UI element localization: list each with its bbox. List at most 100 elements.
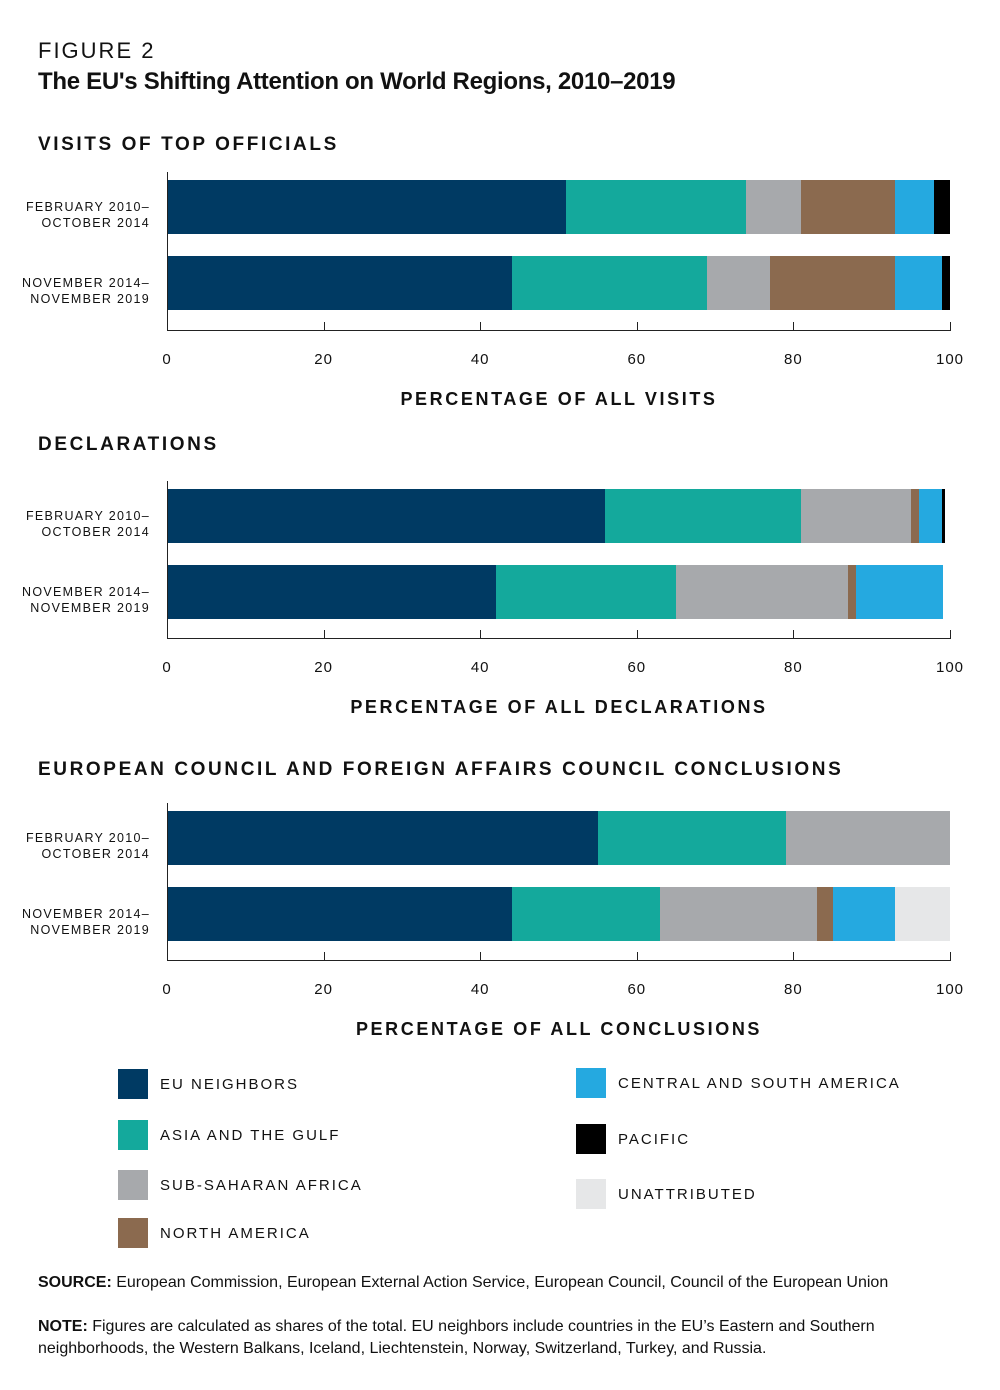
row-label-line: OCTOBER 2014 — [41, 525, 150, 539]
x-tick — [636, 952, 638, 960]
x-tick-label: 100 — [935, 351, 965, 368]
legend-item: EU NEIGHBORS — [118, 1069, 299, 1099]
row-label: NOVEMBER 2014– NOVEMBER 2019 — [0, 584, 150, 616]
row-label-line: OCTOBER 2014 — [41, 216, 150, 230]
legend-swatch — [118, 1120, 148, 1150]
x-tick-label: 0 — [162, 981, 172, 998]
bar-segment-central-and-south-america — [856, 565, 943, 619]
bar-segment-asia-and-the-gulf — [566, 180, 747, 234]
stacked-bar — [167, 887, 951, 941]
legend-item: SUB-SAHARAN AFRICA — [118, 1170, 363, 1200]
bar-segment-north-america — [848, 565, 857, 619]
bar-segment-asia-and-the-gulf — [495, 565, 677, 619]
x-tick — [480, 630, 482, 638]
x-axis-line — [167, 330, 951, 331]
x-axis-label: PERCENTAGE OF ALL CONCLUSIONS — [355, 1019, 763, 1039]
stacked-bar — [167, 180, 951, 234]
bar-segment-unattributed — [895, 887, 951, 941]
x-tick-label: 100 — [935, 981, 965, 998]
x-tick-label: 0 — [162, 659, 172, 676]
x-axis-label: PERCENTAGE OF ALL VISITS — [400, 389, 718, 409]
legend-label: EU NEIGHBORS — [160, 1075, 300, 1093]
x-tick — [323, 322, 325, 330]
row-label-line: NOVEMBER 2014– — [22, 907, 150, 921]
source-label: SOURCE: — [38, 1274, 112, 1291]
bar-segment-asia-and-the-gulf — [605, 489, 802, 543]
bar-segment-pacific — [942, 489, 945, 543]
source: SOURCE: European Commission, European Ex… — [38, 1272, 958, 1294]
x-tick — [167, 630, 168, 638]
row-label-line: NOVEMBER 2019 — [30, 923, 150, 937]
source-text: European Commission, European External A… — [111, 1274, 889, 1291]
x-tick-label: 60 — [627, 351, 647, 368]
x-tick-label: 80 — [784, 659, 803, 676]
stacked-bar — [167, 256, 951, 310]
bar-segment-pacific — [942, 256, 951, 310]
bar-segment-eu-neighbors — [167, 256, 513, 310]
x-tick — [950, 322, 951, 330]
row-label-line: FEBRUARY 2010– — [25, 200, 150, 214]
row-label: FEBRUARY 2010– OCTOBER 2014 — [0, 508, 150, 540]
x-axis-line — [167, 638, 951, 639]
legend-item: PACIFIC — [576, 1124, 690, 1154]
legend-item: ASIA AND THE GULF — [118, 1120, 340, 1150]
bar-segment-central-and-south-america — [918, 489, 943, 543]
legend-item: NORTH AMERICA — [118, 1218, 311, 1248]
x-tick-label: 20 — [314, 659, 333, 676]
legend-label: NORTH AMERICA — [160, 1224, 311, 1242]
legend-label: SUB-SAHARAN AFRICA — [160, 1176, 363, 1194]
legend-swatch — [118, 1218, 148, 1248]
legend-swatch — [576, 1179, 606, 1209]
stacked-bar — [167, 489, 950, 543]
legend-item: CENTRAL AND SOUTH AMERICA — [576, 1068, 901, 1098]
bar-segment-asia-and-the-gulf — [511, 256, 708, 310]
stacked-bar — [167, 565, 950, 619]
x-tick-label: 80 — [784, 981, 803, 998]
x-tick — [793, 630, 795, 638]
bar-segment-pacific — [934, 180, 951, 234]
x-tick-label: 80 — [784, 351, 803, 368]
x-axis-label: PERCENTAGE OF ALL DECLARATIONS — [350, 697, 768, 717]
row-label-line: NOVEMBER 2014– — [22, 585, 150, 599]
bar-segment-north-america — [910, 489, 920, 543]
row-label: FEBRUARY 2010– OCTOBER 2014 — [0, 199, 150, 231]
bar-segment-sub-saharan-africa — [746, 180, 802, 234]
x-tick-label: 100 — [935, 659, 965, 676]
x-tick — [167, 322, 168, 330]
bar-segment-north-america — [816, 887, 834, 941]
bar-segment-central-and-south-america — [895, 180, 935, 234]
x-tick-label: 40 — [470, 659, 490, 676]
legend-label: UNATTRIBUTED — [618, 1185, 757, 1203]
row-label-line: NOVEMBER 2019 — [30, 292, 150, 306]
x-tick-label: 40 — [470, 351, 490, 368]
x-tick — [793, 322, 795, 330]
chart-title: VISITS OF TOP OFFICIALS — [38, 134, 339, 155]
bar-segment-north-america — [769, 256, 896, 310]
bar-segment-central-and-south-america — [895, 256, 943, 310]
x-tick — [950, 630, 951, 638]
bar-segment-eu-neighbors — [167, 180, 567, 234]
figure-title: The EU's Shifting Attention on World Reg… — [38, 68, 676, 95]
x-tick-label: 60 — [627, 659, 647, 676]
bar-segment-sub-saharan-africa — [675, 565, 849, 619]
legend-swatch — [118, 1069, 148, 1099]
row-label-line: FEBRUARY 2010– — [25, 831, 150, 845]
chart-title: EUROPEAN COUNCIL AND FOREIGN AFFAIRS COU… — [38, 759, 844, 780]
note: NOTE: Figures are calculated as shares o… — [38, 1316, 958, 1360]
legend-swatch — [576, 1068, 606, 1098]
bar-segment-sub-saharan-africa — [707, 256, 771, 310]
bar-segment-eu-neighbors — [167, 811, 599, 865]
stacked-bar — [167, 811, 951, 865]
x-tick — [950, 952, 951, 960]
bar-segment-eu-neighbors — [167, 565, 497, 619]
x-tick-label: 20 — [314, 351, 333, 368]
legend-swatch — [576, 1124, 606, 1154]
y-axis-line — [167, 481, 168, 638]
row-label-line: NOVEMBER 2019 — [30, 601, 150, 615]
bar-segment-asia-and-the-gulf — [511, 887, 661, 941]
x-tick — [636, 322, 638, 330]
x-axis-line — [167, 960, 951, 961]
y-axis-line — [167, 803, 168, 960]
x-tick-label: 0 — [162, 351, 172, 368]
bar-segment-eu-neighbors — [167, 887, 513, 941]
